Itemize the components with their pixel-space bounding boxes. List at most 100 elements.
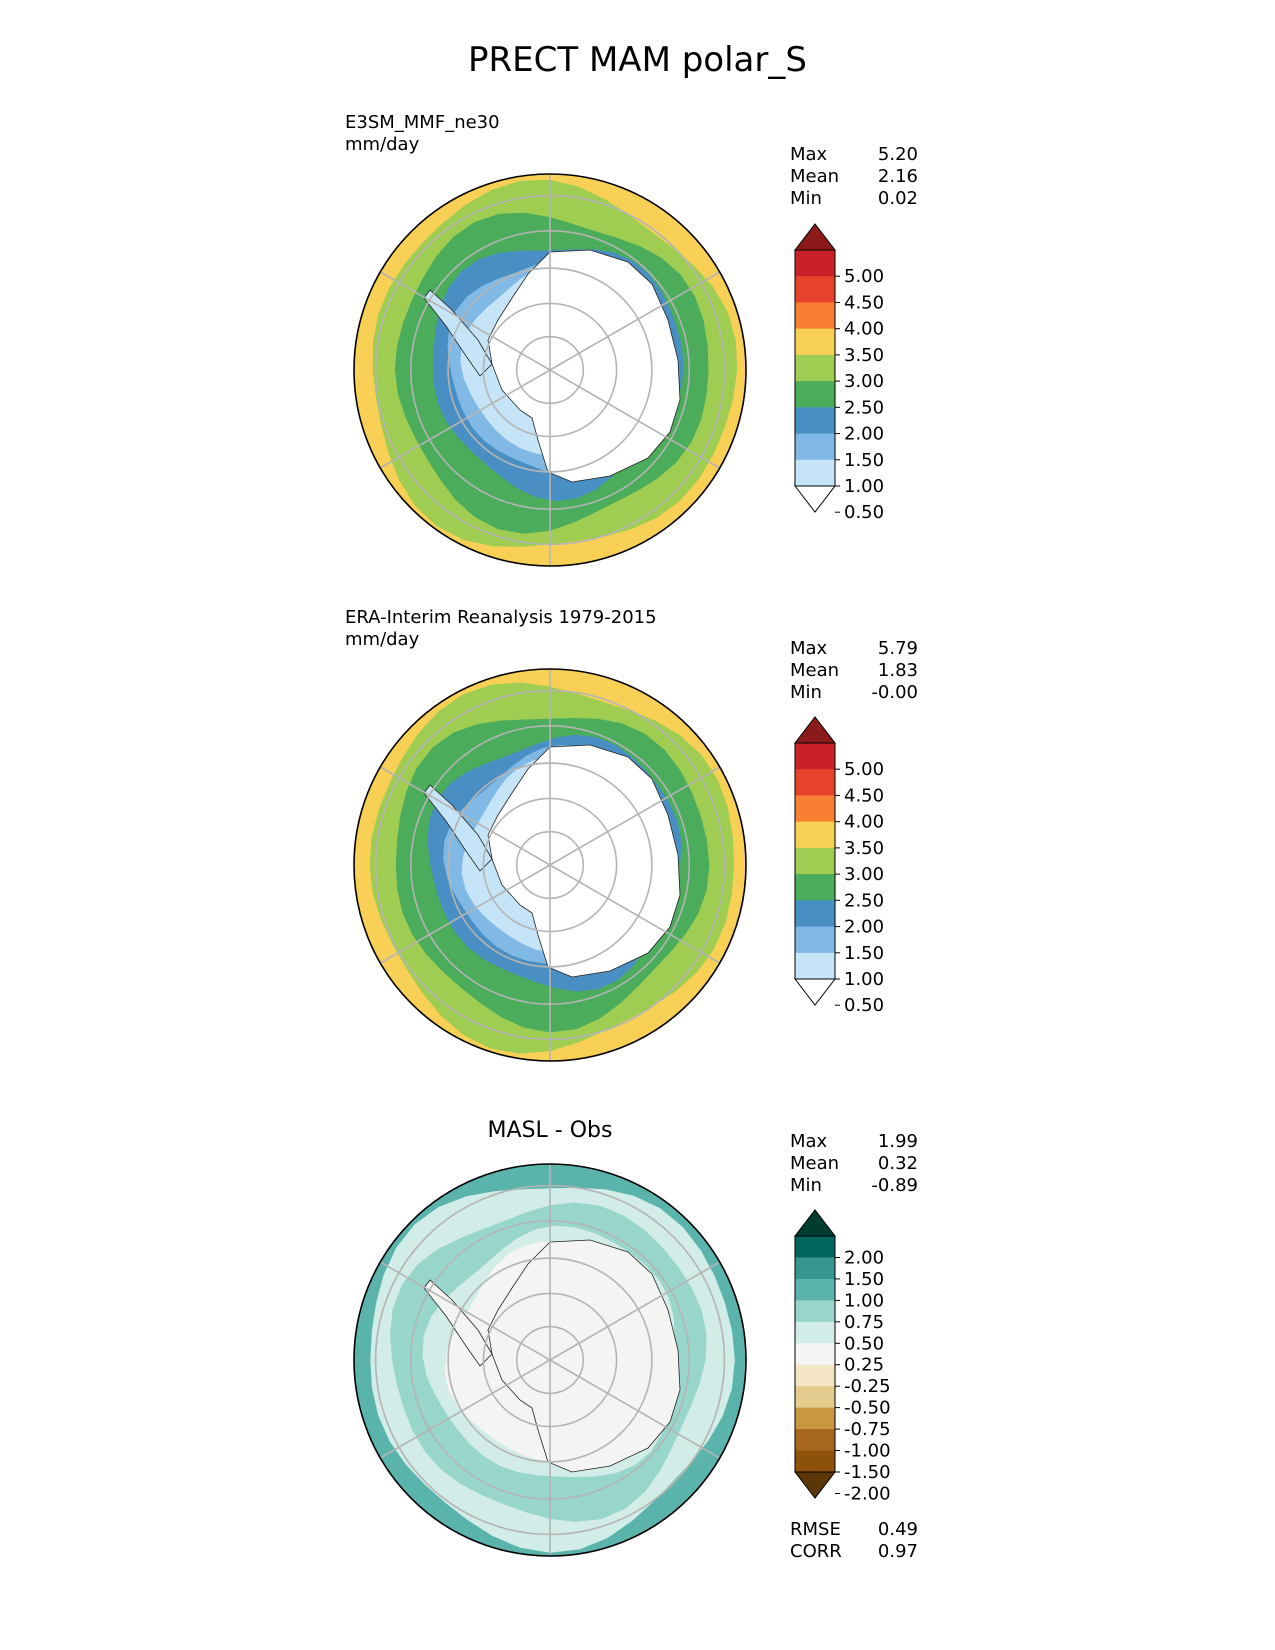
panel2-polar-map bbox=[353, 668, 747, 1062]
colorbar-tick-label: 2.00 bbox=[844, 1248, 884, 1269]
stat-row: Max 1.99 bbox=[790, 1131, 918, 1153]
colorbar-segment bbox=[795, 1429, 835, 1452]
panel3-colorbar: 2.001.501.000.750.500.25-0.25-0.50-0.75-… bbox=[793, 1209, 891, 1505]
meridian-line bbox=[549, 369, 729, 474]
colorbar-max-extension bbox=[793, 716, 837, 744]
antarctica-landmass bbox=[487, 249, 681, 483]
colorbar-tick-label: 3.50 bbox=[844, 838, 884, 859]
colorbar-segment bbox=[795, 1450, 835, 1473]
stat-row: Mean 1.83 bbox=[790, 660, 918, 682]
colorbar-segment bbox=[795, 952, 835, 980]
colorbar-tick-label: -0.25 bbox=[844, 1376, 891, 1397]
colorbar-segment bbox=[795, 821, 835, 849]
map-gridlines bbox=[371, 1164, 729, 1556]
map-boundary bbox=[353, 1163, 747, 1557]
meridian-line bbox=[549, 864, 729, 969]
metric-row: RMSE 0.49 bbox=[790, 1519, 918, 1541]
colorbar-tick-label: 1.00 bbox=[844, 476, 884, 497]
meridian-line bbox=[371, 1359, 551, 1464]
stat-value: 1.83 bbox=[877, 660, 918, 681]
metric-value: 0.49 bbox=[877, 1519, 918, 1540]
meridian-line bbox=[549, 1359, 729, 1464]
panel1-title: E3SM_MMF_ne30 mm/day bbox=[345, 112, 500, 156]
colorbar-tick-label: -1.50 bbox=[844, 1462, 891, 1483]
stat-label: Max bbox=[790, 638, 828, 659]
stat-row: Min -0.89 bbox=[790, 1175, 918, 1197]
panel2-units: mm/day bbox=[345, 629, 420, 650]
colorbar-segment bbox=[795, 1257, 835, 1280]
colorbar-segment bbox=[795, 874, 835, 901]
colorbar-tick-label: 4.50 bbox=[844, 292, 884, 313]
panel2-title: ERA-Interim Reanalysis 1979-2015 mm/day bbox=[345, 607, 657, 651]
metric-value: 0.97 bbox=[877, 1541, 918, 1562]
colorbar-tick-label: 1.50 bbox=[844, 450, 884, 471]
stat-value: -0.89 bbox=[871, 1175, 918, 1196]
colorbar-tick-label: 0.50 bbox=[844, 502, 884, 523]
map-gridlines bbox=[371, 669, 729, 1061]
map-boundary bbox=[353, 173, 747, 567]
stat-value: 1.99 bbox=[877, 1131, 918, 1152]
colorbar-tick-label: 0.75 bbox=[844, 1312, 884, 1333]
panel2-dataset-name: ERA-Interim Reanalysis 1979-2015 bbox=[345, 607, 657, 628]
colorbar-segment bbox=[795, 795, 835, 823]
colorbar-tick-label: 2.00 bbox=[844, 424, 884, 445]
colorbar-segment bbox=[795, 900, 835, 928]
colorbar-tick-label: 1.00 bbox=[844, 1290, 884, 1311]
colorbar-tick-label: 2.50 bbox=[844, 397, 884, 418]
panel3-stats: Max 1.99 Mean 0.32 Min -0.89 bbox=[790, 1131, 918, 1197]
panel2-stats: Max 5.79 Mean 1.83 Min -0.00 bbox=[790, 638, 918, 704]
stat-label: Mean bbox=[790, 166, 840, 187]
colorbar-tick-label: 3.00 bbox=[844, 864, 884, 885]
stat-row: Max 5.79 bbox=[790, 638, 918, 660]
panel2-colorbar: 5.00 4.50 4.00 3.50 3.00 2.50 2.00 1.50 1.00 0.50 bbox=[793, 716, 884, 1016]
colorbar-tick-label: -0.75 bbox=[844, 1419, 891, 1440]
panel1-units: mm/day bbox=[345, 134, 420, 155]
colorbar-tick-label: 3.50 bbox=[844, 345, 884, 366]
meridian-line bbox=[371, 761, 551, 866]
colorbar-tick-label: 0.25 bbox=[844, 1355, 884, 1376]
panel1-colorbar: 5.00 4.50 4.00 3.50 3.00 2.50 2.00 1.50 1.00 0.50 bbox=[793, 223, 884, 523]
colorbar-segment bbox=[795, 459, 835, 487]
stat-label: Max bbox=[790, 1131, 828, 1152]
colorbar-segment bbox=[795, 926, 835, 954]
colorbar-segment bbox=[795, 1386, 835, 1409]
stat-value: 0.02 bbox=[877, 188, 918, 209]
colorbar-min-extension bbox=[793, 485, 837, 513]
metric-label: CORR bbox=[790, 1541, 842, 1562]
colorbar-tick-label: 4.50 bbox=[844, 785, 884, 806]
colorbar-tick-label: -2.00 bbox=[844, 1484, 891, 1505]
colorbar-frame bbox=[794, 1235, 836, 1473]
meridian-line bbox=[549, 761, 729, 866]
colorbar-tick-label: 5.00 bbox=[844, 266, 884, 287]
stat-row: Mean 2.16 bbox=[790, 166, 918, 188]
meridian-line bbox=[371, 266, 551, 371]
colorbar-tick-label: -0.50 bbox=[844, 1398, 891, 1419]
colorbar-tick-label: 0.50 bbox=[844, 995, 884, 1016]
colorbar-segment bbox=[795, 1321, 835, 1344]
stat-value: 5.79 bbox=[877, 638, 918, 659]
colorbar-tick-label: 0.50 bbox=[844, 1333, 884, 1354]
figure-title: PRECT MAM polar_S bbox=[468, 40, 807, 80]
colorbar-segment bbox=[795, 381, 835, 408]
colorbar-segment bbox=[795, 276, 835, 303]
stat-label: Min bbox=[790, 1175, 822, 1196]
map-gridlines bbox=[371, 174, 729, 566]
stat-label: Max bbox=[790, 144, 828, 165]
panel3-polar-map bbox=[353, 1163, 747, 1557]
meridian-line bbox=[371, 369, 551, 474]
antarctica-landmass bbox=[487, 744, 681, 978]
map-field bbox=[354, 1164, 746, 1556]
colorbar-segment bbox=[795, 328, 835, 356]
colorbar-segment bbox=[795, 250, 835, 277]
panel1-stats: Max 5.20 Mean 2.16 Min 0.02 bbox=[790, 144, 918, 210]
panel3-metrics: RMSE 0.49 CORR 0.97 bbox=[790, 1519, 918, 1563]
meridian-line bbox=[371, 864, 551, 969]
colorbar-segment bbox=[795, 847, 835, 875]
metric-row: CORR 0.97 bbox=[790, 1541, 918, 1563]
colorbar-tick-label: 3.00 bbox=[844, 371, 884, 392]
colorbar-segment bbox=[795, 354, 835, 382]
panel3-title: MASL - Obs bbox=[487, 1118, 613, 1143]
colorbar-max-extension bbox=[793, 1209, 837, 1237]
colorbar-max-extension bbox=[793, 223, 837, 251]
colorbar-tick-label: 1.50 bbox=[844, 943, 884, 964]
